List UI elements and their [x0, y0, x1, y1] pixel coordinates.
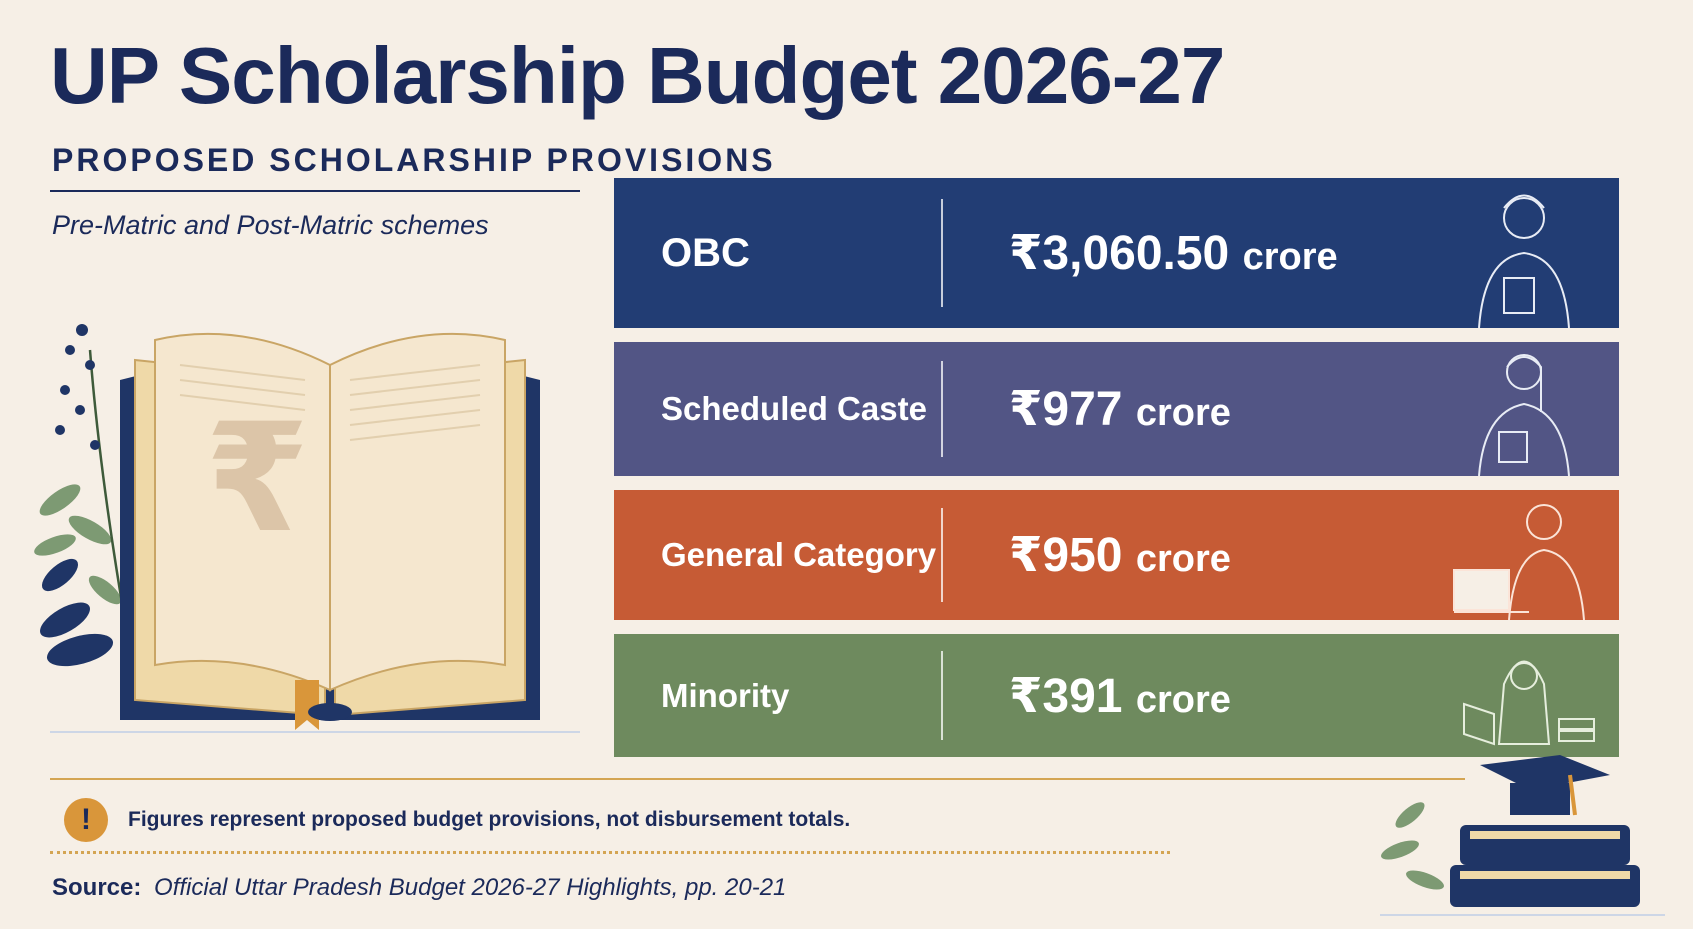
row-amount: ₹950 crore — [943, 527, 1231, 583]
row-divider — [941, 360, 943, 458]
row-category: Scheduled Caste — [661, 390, 927, 427]
amount-unit: crore — [1135, 678, 1231, 721]
footer-divider — [50, 778, 1465, 780]
open-book-illustration: ₹ — [34, 324, 580, 733]
student-illustration — [1463, 660, 1595, 746]
notice-banner: ! Figures represent proposed budget prov… — [64, 798, 850, 842]
row-divider — [941, 508, 943, 602]
dotted-separator — [50, 851, 1170, 854]
notice-text: Figures represent proposed budget provis… — [128, 808, 851, 831]
amount-value: ₹977 — [1009, 383, 1123, 436]
row-category: OBC — [661, 230, 750, 275]
row-amount: ₹977 crore — [943, 381, 1231, 437]
row-amount: ₹3,060.50 crore — [943, 225, 1338, 281]
page-title: UP Scholarship Budget 2026-27 — [50, 31, 1225, 120]
source-citation: Source: Official Uttar Pradesh Budget 20… — [52, 874, 786, 902]
row-category: General Category — [661, 536, 937, 573]
warning-icon: ! — [64, 798, 108, 842]
row-obc: OBC ₹3,060.50 crore — [614, 178, 1619, 328]
rupee-symbol: ₹ — [205, 392, 309, 566]
amount-unit: crore — [1242, 236, 1338, 278]
student-illustration — [1478, 194, 1570, 328]
row-divider — [941, 199, 943, 307]
student-illustration — [1453, 504, 1585, 620]
row-general-category: General Category ₹950 crore — [614, 490, 1619, 620]
row-divider — [941, 651, 943, 740]
row-amount: ₹391 crore — [943, 668, 1231, 724]
page-tagline: Pre-Matric and Post-Matric schemes — [52, 210, 489, 240]
graduation-cap-books-illustration — [1380, 755, 1665, 916]
row-minority: Minority ₹391 crore — [614, 634, 1619, 757]
source-label: Source: — [52, 874, 142, 901]
student-illustration — [1478, 354, 1570, 476]
scholarship-table: OBC ₹3,060.50 crore Scheduled Caste ₹977… — [614, 178, 1619, 760]
amount-unit: crore — [1135, 538, 1231, 580]
amount-value: ₹950 — [1009, 529, 1123, 582]
row-category: Minority — [661, 676, 790, 714]
page-subtitle: PROPOSED SCHOLARSHIP PROVISIONS — [52, 142, 776, 178]
source-reference: Official Uttar Pradesh Budget 2026-27 Hi… — [154, 874, 787, 901]
subtitle-divider — [50, 190, 580, 192]
amount-value: ₹391 — [1009, 669, 1123, 723]
row-scheduled-caste: Scheduled Caste ₹977 crore — [614, 342, 1619, 476]
amount-value: ₹3,060.50 — [1009, 227, 1230, 280]
amount-unit: crore — [1135, 392, 1231, 434]
